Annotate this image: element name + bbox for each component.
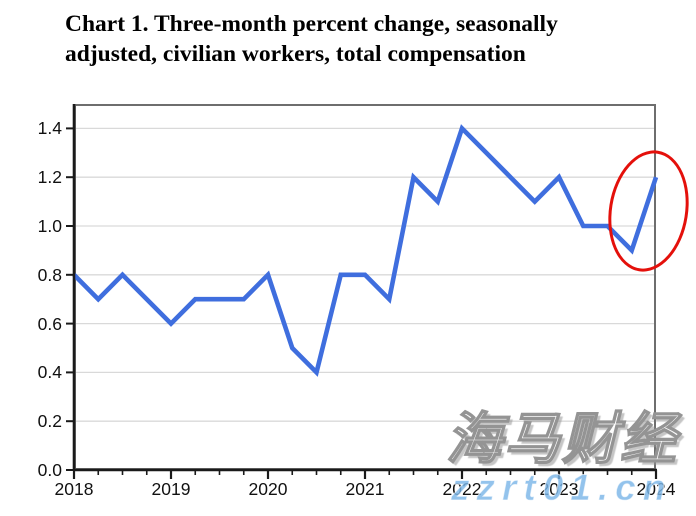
y-tick-label: 0.2 bbox=[37, 411, 62, 432]
y-tick-label: 1.4 bbox=[37, 118, 62, 139]
x-tick-label: 2019 bbox=[151, 479, 191, 499]
chart-title: Chart 1. Three-month percent change, sea… bbox=[65, 10, 665, 69]
x-tick-label: 2024 bbox=[636, 479, 676, 499]
data-line-total-compensation bbox=[72, 124, 659, 377]
y-tick-label: 1.0 bbox=[37, 216, 62, 236]
y-tick-label: 1.2 bbox=[37, 167, 62, 188]
x-tick-label: 2020 bbox=[248, 479, 288, 499]
y-tick-label: 0.6 bbox=[37, 313, 62, 334]
x-tick-label: 2018 bbox=[54, 479, 94, 499]
y-tick-label: 0.8 bbox=[37, 264, 62, 285]
line-chart-plot-area bbox=[66, 104, 659, 479]
y-tick-label: 0.4 bbox=[37, 362, 62, 383]
x-tick-label: 2023 bbox=[539, 479, 579, 499]
chart-title-line-2: adjusted, civilian workers, total compen… bbox=[65, 40, 526, 67]
watermark-url-text: zzrt01.cn bbox=[450, 467, 673, 508]
y-tick-label: 0.0 bbox=[37, 460, 62, 480]
x-tick-label: 2022 bbox=[442, 479, 482, 499]
x-tick-label: 2021 bbox=[345, 479, 385, 499]
chart-title-line-1: Chart 1. Three-month percent change, sea… bbox=[65, 11, 558, 37]
watermark-cjk-text: 海马财经 bbox=[445, 407, 678, 470]
